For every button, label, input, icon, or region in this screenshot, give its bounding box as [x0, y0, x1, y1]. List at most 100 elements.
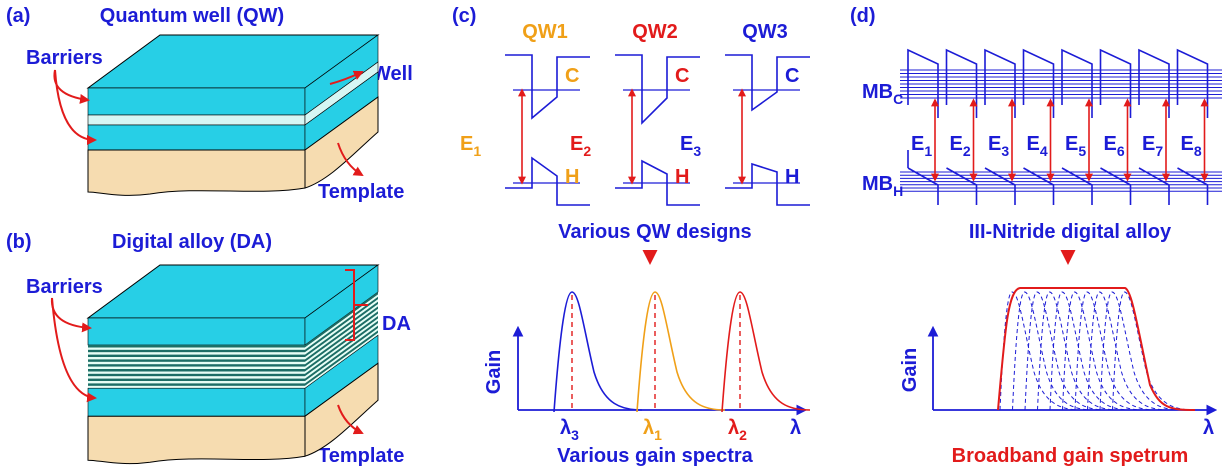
peak-label-main: λ — [560, 417, 571, 439]
transition-label: E6 — [1104, 133, 1125, 159]
transition-label: E1 — [460, 133, 481, 159]
annotation: Barriers — [26, 276, 103, 298]
axis-label: Gain — [483, 350, 505, 394]
transition-label: E8 — [1181, 133, 1202, 159]
transition-label-main: E — [570, 133, 583, 155]
transition-label-sub: 8 — [1194, 143, 1202, 159]
transition-label-sub: 7 — [1155, 143, 1163, 159]
transition-label-main: E — [988, 133, 1001, 155]
broadband-curve — [998, 288, 1195, 410]
front-layer — [88, 352, 305, 354]
transition-label-main: E — [1065, 133, 1078, 155]
transition-label-main: E — [911, 133, 924, 155]
front-layer — [88, 359, 305, 362]
band-label: C — [785, 65, 799, 87]
transition-label-sub: 2 — [583, 143, 591, 159]
transition-label-sub: 4 — [1040, 143, 1048, 159]
front-layer — [88, 115, 305, 125]
well-label: QW1 — [522, 21, 568, 43]
caption: III-Nitride digital alloy — [969, 221, 1172, 243]
band-label: C — [565, 65, 579, 87]
transition-label: E3 — [680, 133, 701, 159]
transition-label: E4 — [1027, 133, 1048, 159]
peak-label: λ3 — [560, 417, 579, 443]
front-layer — [88, 381, 305, 383]
transition-label-main: E — [950, 133, 963, 155]
transition-label-main: E — [1104, 133, 1117, 155]
panel-title: Quantum well (QW) — [100, 5, 284, 27]
panel-title: Digital alloy (DA) — [112, 231, 272, 253]
well-label: QW2 — [632, 21, 678, 43]
caption: Various QW designs — [558, 221, 751, 243]
gain-curve — [637, 292, 725, 412]
transition-label-sub: 3 — [693, 143, 701, 159]
transition-label-main: E — [1181, 133, 1194, 155]
front-layer — [88, 416, 305, 463]
front-layer — [88, 150, 305, 195]
arrow — [54, 70, 88, 100]
axis-label: Gain — [899, 348, 921, 392]
peak-label-main: λ — [643, 417, 654, 439]
band-label: H — [675, 166, 689, 188]
front-layer — [88, 125, 305, 150]
axis-label: λ — [1203, 417, 1214, 439]
annotation: Barriers — [26, 47, 103, 69]
caption: Various gain spectra — [557, 445, 754, 467]
miniband-label-main: MB — [862, 173, 893, 195]
sub-gain-curve — [1088, 292, 1170, 410]
panel-label: (a) — [6, 5, 30, 27]
panel-label: (d) — [850, 5, 876, 27]
annotation: DA — [382, 313, 411, 335]
front-layer — [88, 348, 305, 350]
front-layer — [88, 88, 305, 115]
peak-label: λ2 — [728, 417, 747, 443]
gain-curve — [554, 292, 642, 412]
transition-label-sub: 3 — [1001, 143, 1009, 159]
transition-label-main: E — [1027, 133, 1040, 155]
front-layer — [88, 369, 305, 372]
peak-label-sub: 3 — [571, 427, 579, 443]
transition-label-sub: 1 — [924, 143, 932, 159]
front-layer — [88, 350, 305, 353]
miniband-label-sub: C — [893, 91, 903, 107]
transition-label-main: E — [680, 133, 693, 155]
band-label: H — [565, 166, 579, 188]
transition-label-main: E — [460, 133, 473, 155]
annotation: Template — [318, 181, 404, 203]
transition-label-sub: 2 — [963, 143, 971, 159]
front-layer — [88, 364, 305, 367]
transition-label-main: E — [1142, 133, 1155, 155]
transition-label: E7 — [1142, 133, 1163, 159]
miniband-label: MBC — [862, 81, 903, 107]
peak-label-sub: 1 — [654, 427, 662, 443]
sub-gain-curve — [1100, 292, 1182, 410]
figure: (a) Quantum well (QW) Barriers Well Temp… — [0, 0, 1226, 471]
front-layer — [88, 383, 305, 386]
caption: Broadband gain spetrum — [952, 445, 1189, 467]
transition-label-sub: 1 — [473, 143, 481, 159]
axis-label: λ — [790, 417, 801, 439]
panel-label: (c) — [452, 5, 476, 27]
front-layer — [88, 374, 305, 377]
transition-label: E2 — [570, 133, 591, 159]
transition-label-sub: 6 — [1117, 143, 1125, 159]
band-label: C — [675, 65, 689, 87]
front-layer — [88, 367, 305, 369]
front-layer — [88, 357, 305, 359]
front-layer — [88, 379, 305, 382]
transition-label: E3 — [988, 133, 1009, 159]
transition-label: E5 — [1065, 133, 1086, 159]
well-label: QW3 — [742, 21, 788, 43]
transition-label: E2 — [950, 133, 971, 159]
front-layer — [88, 362, 305, 364]
miniband-label-main: MB — [862, 81, 893, 103]
front-layer — [88, 388, 305, 416]
front-layer — [88, 372, 305, 374]
panel-label: (b) — [6, 231, 32, 253]
front-layer — [88, 386, 305, 388]
front-layer — [88, 376, 305, 378]
annotation: Template — [318, 445, 404, 467]
transition-label-sub: 5 — [1078, 143, 1086, 159]
front-layer — [88, 345, 305, 348]
peak-label-main: λ — [728, 417, 739, 439]
